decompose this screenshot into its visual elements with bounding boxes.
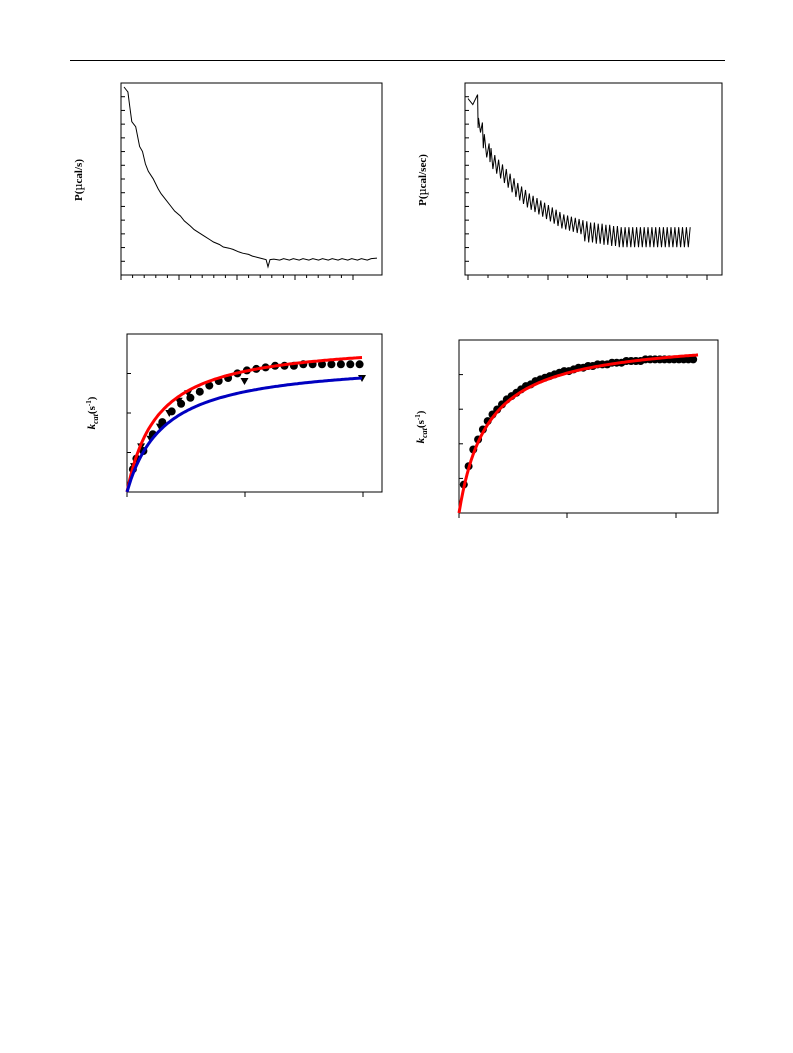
y-label-part: ): [415, 410, 427, 414]
data-point-circle: [336, 360, 345, 369]
chart-kcat-left: kcat(s-1): [85, 333, 383, 497]
data-point-circle: [318, 360, 326, 369]
data-point-circle: [205, 381, 214, 390]
data-point-triangle: [165, 409, 174, 417]
power-trace-line: [123, 86, 378, 269]
header-rule: [70, 60, 725, 61]
y-label-part: -1: [85, 400, 93, 406]
plot-frame: [120, 82, 383, 276]
power-trace-line: [467, 94, 691, 248]
fit-curve-blue: [125, 376, 363, 493]
y-axis-label: P(µcal/s): [72, 159, 85, 201]
y-label-part: k: [86, 423, 98, 429]
y-label-part: ): [86, 396, 98, 400]
y-label-part: cal/s): [73, 159, 85, 184]
y-label-part: (s: [86, 405, 98, 414]
y-axis-label: kcat(s-1): [414, 410, 429, 443]
y-label-part: (s: [415, 419, 427, 428]
data-point-circle: [689, 355, 698, 364]
fit-curve-red: [457, 353, 699, 514]
data-point-circle: [355, 360, 364, 369]
plot-frame: [458, 339, 719, 514]
y-axis-label: kcat(s-1): [85, 396, 100, 429]
y-label-part: -1: [414, 414, 422, 420]
data-point-circle: [195, 387, 204, 396]
chart-kcat-right: kcat(s-1): [414, 339, 719, 518]
data-point-triangle: [240, 378, 249, 386]
chart-power-trace-right: P(µcal/sec): [416, 82, 723, 280]
y-label-part: P(: [417, 195, 429, 206]
data-point-circle: [346, 360, 355, 369]
y-axis-label: P(µcal/sec): [416, 154, 429, 206]
y-label-part: µ: [416, 188, 429, 195]
y-label-part: cal/sec): [417, 154, 429, 189]
y-label-part: k: [415, 437, 427, 443]
y-label-part: P(: [73, 190, 85, 201]
chart-power-trace-left: P(µcal/s): [72, 82, 383, 280]
y-label-part: µ: [72, 183, 85, 190]
data-point-triangle: [155, 423, 164, 431]
y-label-part: cat: [420, 427, 429, 438]
y-label-part: cat: [91, 413, 100, 424]
fit-curve-red: [125, 356, 363, 493]
data-point-circle: [327, 360, 336, 369]
